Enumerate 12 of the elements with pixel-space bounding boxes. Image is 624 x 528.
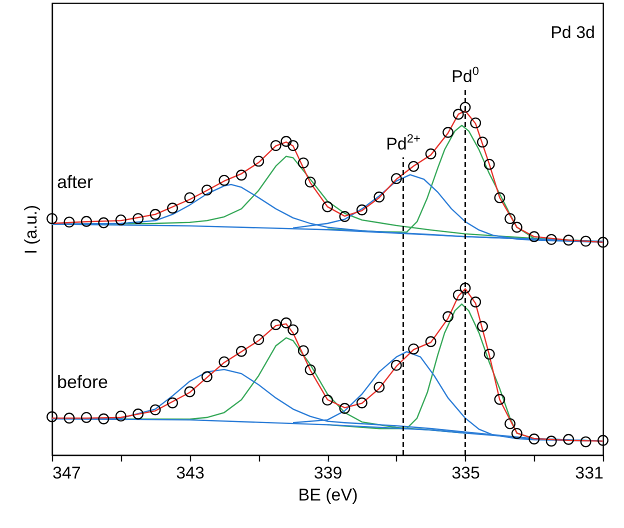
x-tick-label: 331 (575, 464, 604, 482)
annotation: before (57, 372, 108, 392)
y-axis-title: I (a.u.) (22, 204, 40, 254)
ref-line-label: Pd$^{2+}$ (386, 131, 420, 154)
x-axis-title: BE (eV) (298, 486, 358, 504)
ref-line-label: Pd$^{0}$ (452, 64, 480, 86)
x-tick-label: 335 (452, 464, 480, 482)
annotation: after (57, 172, 94, 192)
x-tick-label: 339 (314, 464, 342, 482)
text: Pd 3d (550, 23, 595, 42)
x-tick-label: 347 (52, 464, 81, 482)
x-tick-label: 343 (176, 464, 204, 482)
